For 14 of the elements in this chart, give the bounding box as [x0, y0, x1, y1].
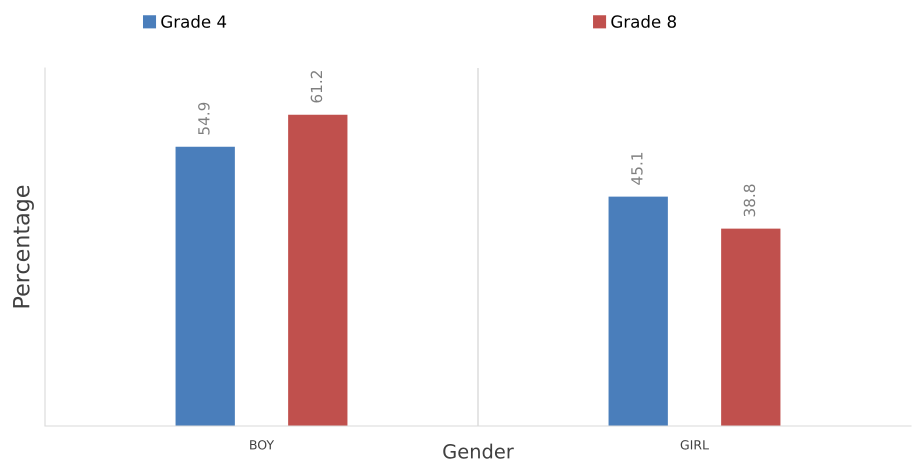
x-tick-label: GIRL: [680, 440, 709, 450]
bar: [721, 228, 780, 426]
data-label: 45.1: [631, 152, 643, 185]
x-axis-title: Gender: [443, 444, 514, 459]
y-axis-title: Percentage: [13, 186, 34, 308]
data-label: 61.2: [310, 71, 322, 103]
data-label: 38.8: [744, 184, 756, 216]
bar: [288, 114, 348, 426]
bar: [608, 196, 668, 426]
x-tick-label: BOY: [250, 440, 274, 450]
bar: [176, 146, 235, 426]
legend-label: Grade 4: [161, 15, 226, 28]
legend-label: Grade 8: [611, 15, 676, 28]
data-label: 54.9: [198, 102, 210, 134]
